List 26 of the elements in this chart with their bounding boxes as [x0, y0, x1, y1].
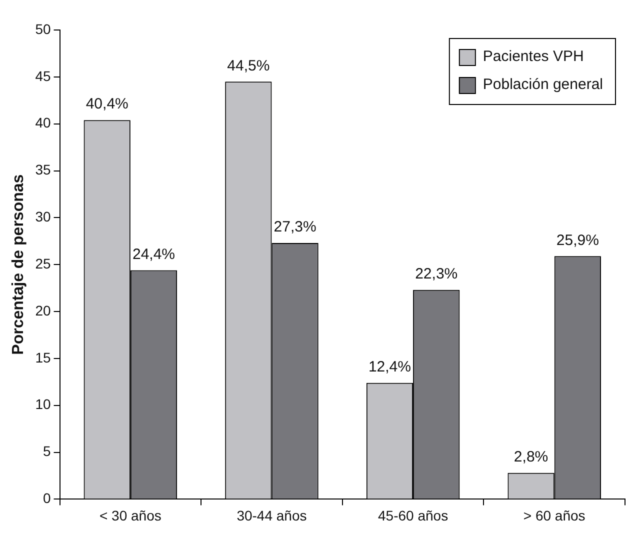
- x-tick-label: 45-60 años: [378, 507, 448, 524]
- data-label: 24,4%: [132, 246, 176, 263]
- y-tick-label: 40: [35, 114, 51, 131]
- y-tick-label: 30: [35, 208, 51, 225]
- data-label: 40,4%: [86, 96, 128, 113]
- x-tick-label: > 60 años: [523, 507, 586, 524]
- y-tick-label: 15: [35, 349, 51, 366]
- data-label: 25,9%: [556, 232, 599, 249]
- data-label: 22,3%: [415, 266, 458, 283]
- y-axis-title: Porcentaje de personas: [10, 174, 28, 355]
- legend-label: Pacientes VPH: [482, 48, 584, 66]
- legend-label: Población general: [482, 76, 604, 94]
- y-tick-label: 25: [35, 255, 51, 272]
- y-tick-label: 45: [35, 68, 51, 84]
- data-label: 44,5%: [227, 57, 270, 74]
- data-label: 27,3%: [274, 218, 316, 236]
- data-label: 12,4%: [368, 358, 411, 376]
- y-tick-label: 20: [35, 302, 51, 318]
- x-tick-label: 30-44 años: [236, 507, 307, 524]
- y-tick-label: 35: [35, 162, 51, 178]
- y-tick-label: 50: [35, 20, 51, 37]
- y-tick-label: 5: [42, 443, 51, 460]
- x-tick-label: < 30 años: [99, 507, 162, 524]
- y-tick-label: 10: [35, 396, 51, 412]
- y-tick-label: 0: [42, 490, 51, 506]
- data-label: 2,8%: [514, 448, 548, 466]
